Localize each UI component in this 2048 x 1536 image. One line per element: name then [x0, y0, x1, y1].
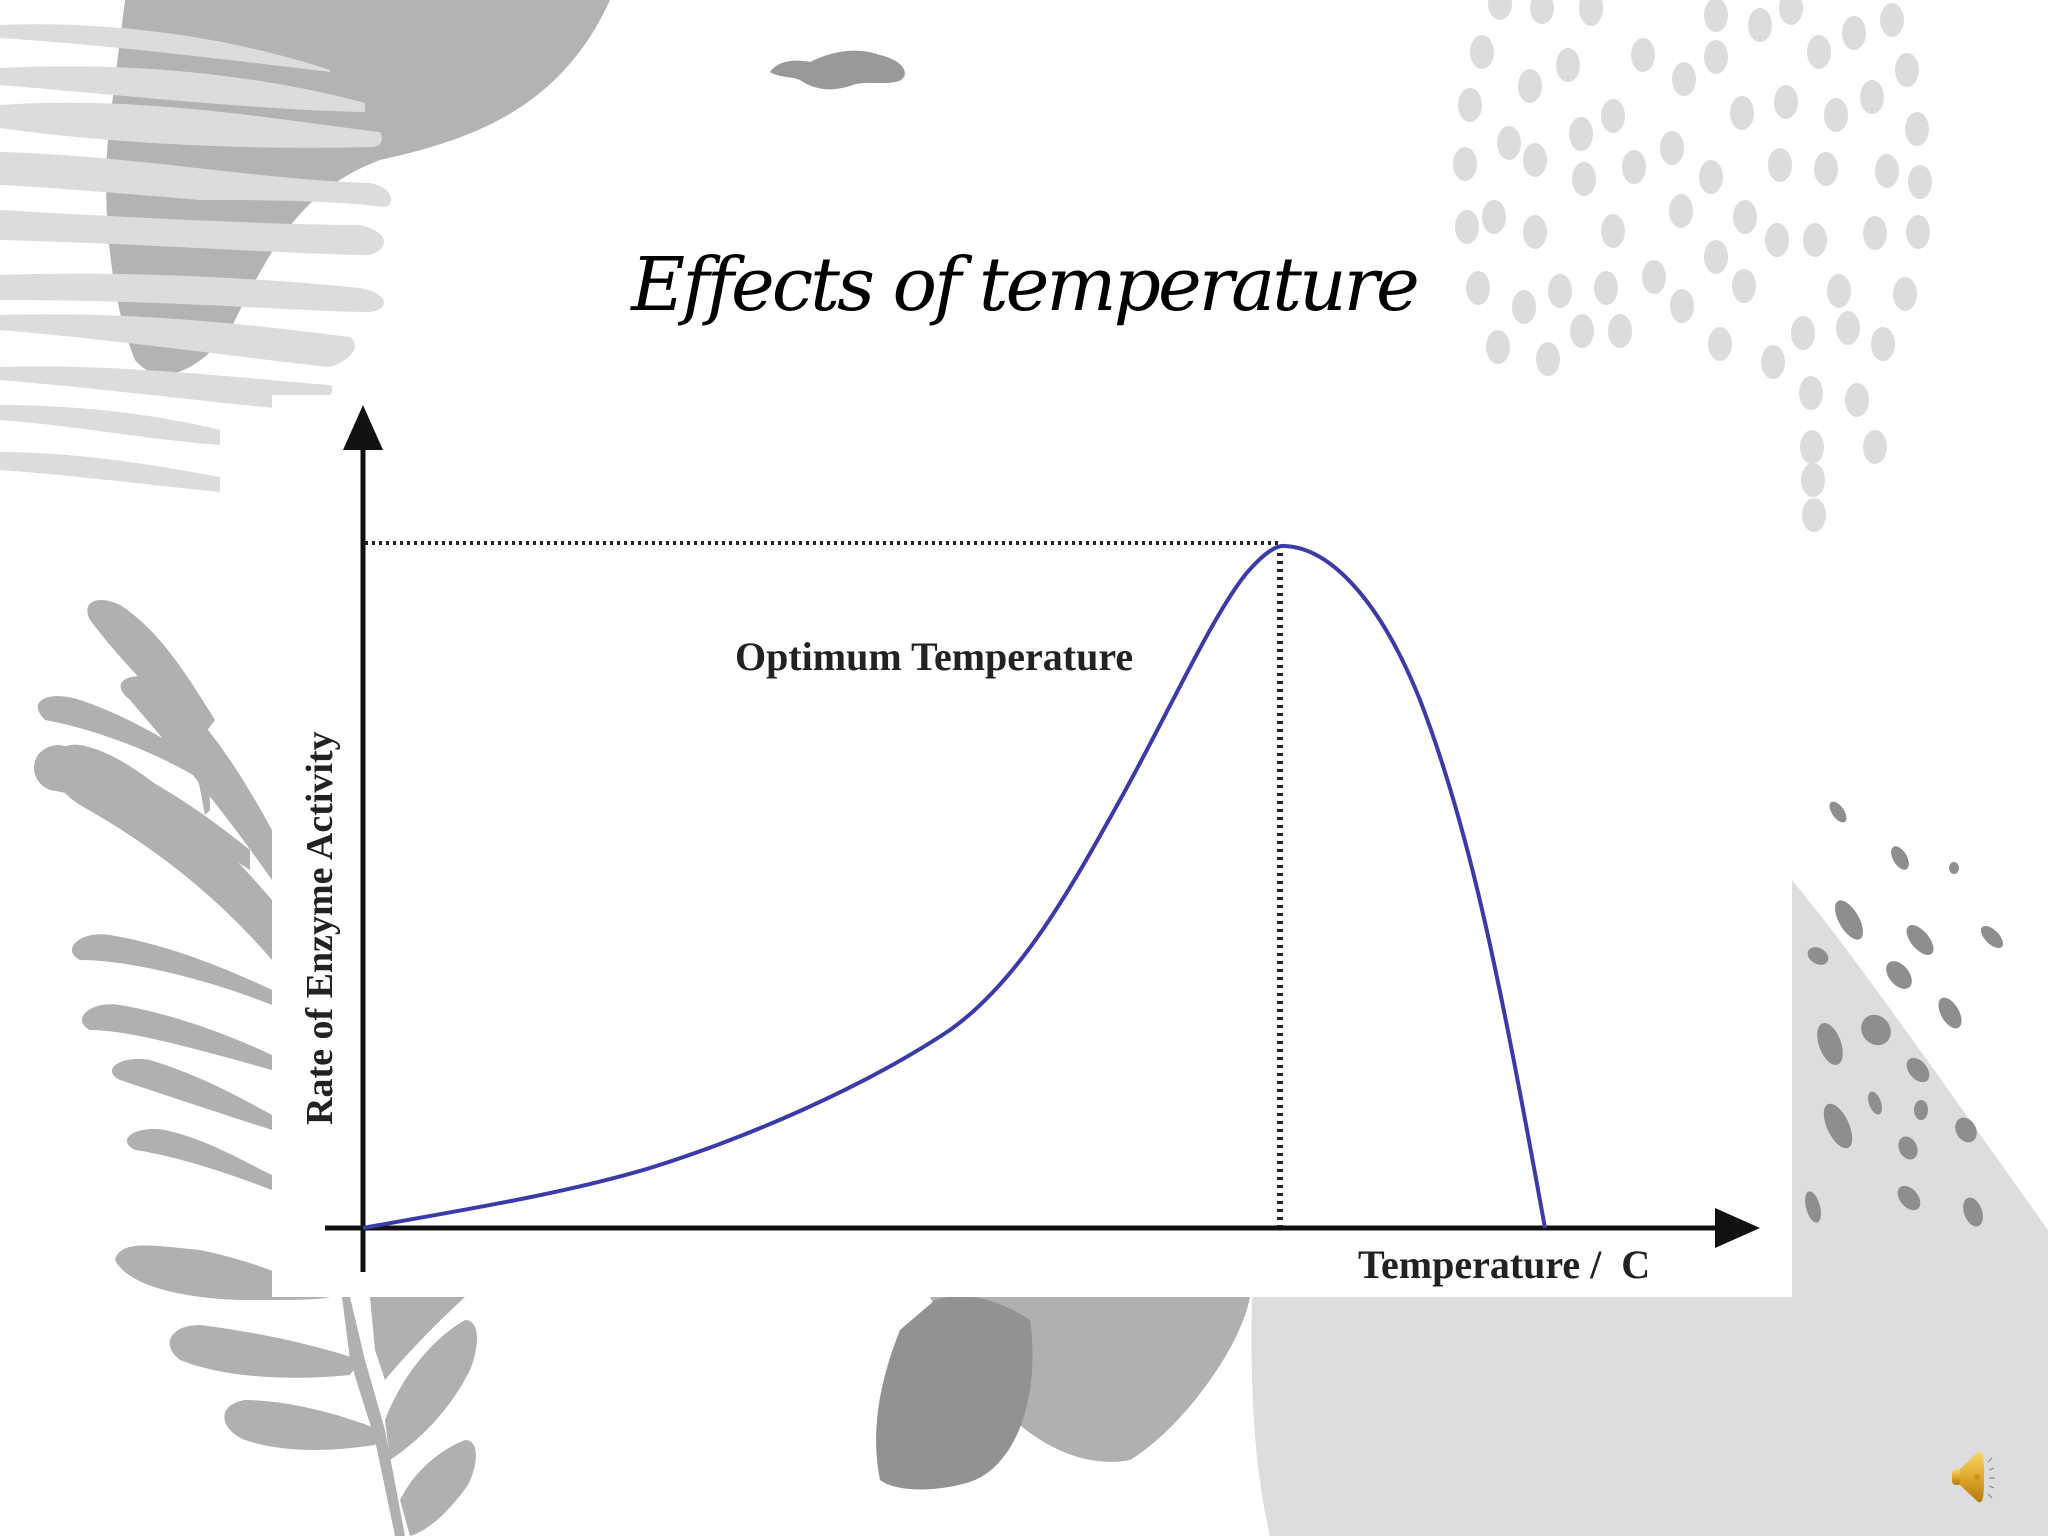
- y-axis-label: Rate of Enzyme Activity: [299, 731, 341, 1125]
- chart-panel: [272, 395, 1792, 1297]
- enzyme-activity-curve: [362, 543, 1547, 1230]
- speaker-icon[interactable]: [1950, 1448, 1998, 1506]
- bottom-right-panel: [1251, 880, 2048, 1536]
- fern-leaf-decoration: [33, 600, 477, 1536]
- wave-blob: [770, 50, 905, 90]
- speckle-pattern: [1805, 801, 2004, 1227]
- optimum-temperature-label: Optimum Temperature: [735, 634, 1133, 679]
- stripe-pattern: [0, 24, 392, 492]
- slide-title: Effects of temperature: [631, 242, 1420, 328]
- dark-blob: [876, 1296, 1033, 1490]
- dot-pattern: [1453, 0, 1932, 532]
- x-axis-label: Temperature / C: [1358, 1242, 1650, 1287]
